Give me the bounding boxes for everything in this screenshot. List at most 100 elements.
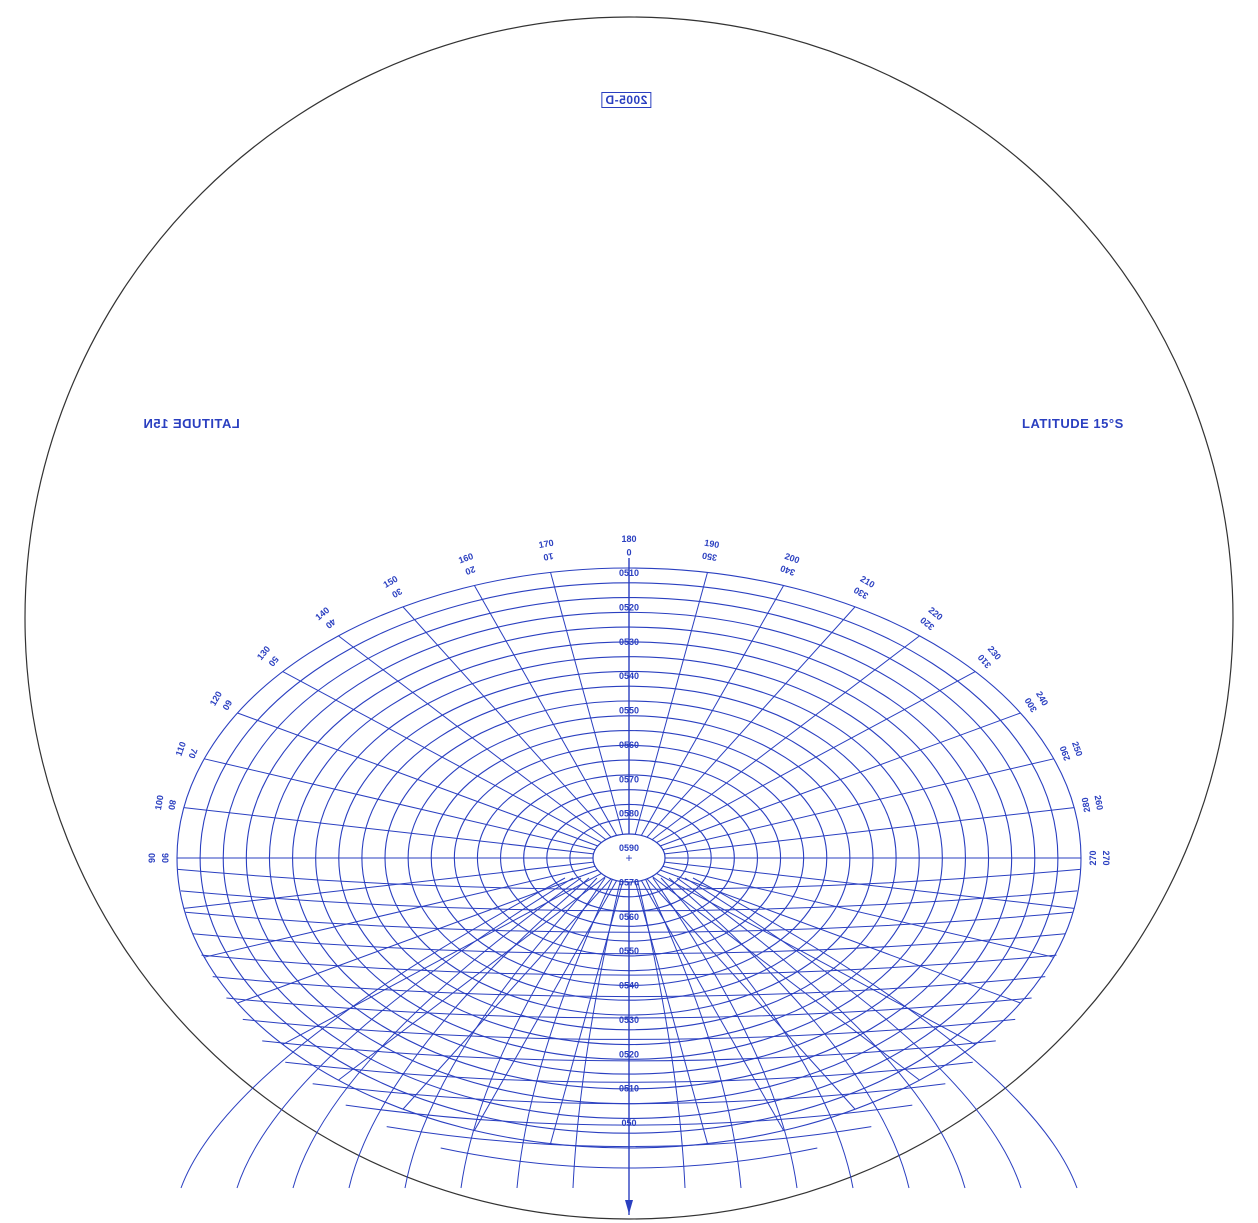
azimuth-line xyxy=(282,671,602,844)
azimuth-inner-text: 340 xyxy=(779,563,797,578)
azimuth-inner-text: 350 xyxy=(701,550,718,562)
hour-curve xyxy=(180,877,566,1189)
center-scale-label: 0520 xyxy=(619,1049,639,1059)
center-scale-label: 0570 xyxy=(619,774,639,784)
azimuth-inner-text: 10 xyxy=(543,551,555,563)
hour-curve xyxy=(460,877,606,1189)
azimuth-line xyxy=(662,865,1054,958)
azimuth-inner-text: 30 xyxy=(390,586,404,600)
azimuth-line xyxy=(634,572,708,835)
azimuth-outer-text: 170 xyxy=(538,538,555,550)
azimuth-outer-text: 90 xyxy=(147,853,157,863)
azimuth-outer-text: 270 xyxy=(1101,850,1111,865)
altitude-azimuth-grid: + xyxy=(176,558,1082,1215)
azimuth-line xyxy=(183,807,594,855)
hour-curve xyxy=(516,877,614,1189)
azimuth-outer-text: 180 xyxy=(621,534,636,544)
azimuth-line xyxy=(651,635,920,841)
azimuth-line xyxy=(204,758,596,851)
latitude-south-label: LATITUDE 15°S xyxy=(1022,416,1124,431)
azimuth-line xyxy=(662,758,1054,851)
azimuth-inner-text: 280 xyxy=(1080,797,1092,814)
disc-outline xyxy=(24,16,1234,1220)
hour-curve xyxy=(292,877,582,1189)
azimuth-outer-text: 250 xyxy=(1070,740,1085,758)
azimuth-inner-text: 60 xyxy=(220,698,234,712)
azimuth-inner-text: 80 xyxy=(166,799,178,811)
hour-curve xyxy=(668,877,910,1189)
center-scale-label: 0550 xyxy=(619,946,639,956)
azimuth-outer-text: 260 xyxy=(1093,794,1105,811)
azimuth-line xyxy=(237,869,598,1004)
azimuth-outer-text: 190 xyxy=(704,538,721,550)
hour-curve xyxy=(404,877,598,1189)
center-scale-label: 0540 xyxy=(619,671,639,681)
center-cross: + xyxy=(625,851,632,865)
center-scale-label: 0570 xyxy=(619,877,639,887)
azimuth-outer-text: 110 xyxy=(174,740,188,757)
center-scale-label: 0510 xyxy=(619,1084,639,1094)
center-scale-label: 0530 xyxy=(619,637,639,647)
azimuth-line xyxy=(550,572,624,835)
azimuth-line xyxy=(204,865,596,958)
hour-curve xyxy=(348,877,590,1189)
center-scale-label: 0590 xyxy=(619,843,639,853)
center-scale-label: 0520 xyxy=(619,602,639,612)
azimuth-line xyxy=(646,606,856,838)
azimuth-line xyxy=(640,585,785,836)
azimuth-inner-text: 40 xyxy=(324,617,338,631)
center-scale-label: 050 xyxy=(621,1118,636,1128)
center-scale-label: 0560 xyxy=(619,912,639,922)
azimuth-label: 90 90 xyxy=(147,853,170,863)
azimuth-outer-text: 160 xyxy=(457,551,475,566)
azimuth-outer-text: 100 xyxy=(153,794,165,811)
center-scale-label: 0580 xyxy=(619,809,639,819)
azimuth-line xyxy=(402,878,612,1110)
azimuth-line xyxy=(656,671,976,844)
center-scale-label: 0550 xyxy=(619,706,639,716)
azimuth-line xyxy=(338,635,607,841)
azimuth-inner-text: 0 xyxy=(626,547,631,557)
hour-curve xyxy=(660,877,854,1189)
hour-curve xyxy=(684,877,1022,1189)
azimuth-line xyxy=(664,861,1075,909)
azimuth-inner-text: 270 xyxy=(1088,850,1098,865)
center-scale-label: 0530 xyxy=(619,1015,639,1025)
latitude-north-label: LATITUDE 15N xyxy=(143,416,240,431)
diagram-code-label: 2005-D xyxy=(601,92,652,108)
azimuth-line xyxy=(660,869,1021,1004)
azimuth-line xyxy=(664,807,1075,855)
azimuth-outer-text: 200 xyxy=(783,551,801,566)
azimuth-inner-text: 290 xyxy=(1058,745,1073,763)
azimuth-line xyxy=(473,585,618,836)
azimuth-line xyxy=(660,712,1021,847)
azimuth-inner-text: 90 xyxy=(160,853,170,863)
azimuth-line xyxy=(402,606,612,838)
hour-curve xyxy=(692,877,1078,1189)
azimuth-label: 100 80 xyxy=(153,794,178,811)
azimuth-inner-text: 50 xyxy=(267,654,281,668)
hour-curve xyxy=(676,877,966,1189)
hour-curve xyxy=(644,877,742,1189)
hour-curve xyxy=(236,877,574,1189)
azimuth-inner-text: 20 xyxy=(464,564,477,577)
hour-curve xyxy=(636,877,686,1189)
center-oval xyxy=(592,833,666,883)
azimuth-inner-text: 70 xyxy=(187,747,200,760)
axis-arrow xyxy=(625,1200,633,1214)
